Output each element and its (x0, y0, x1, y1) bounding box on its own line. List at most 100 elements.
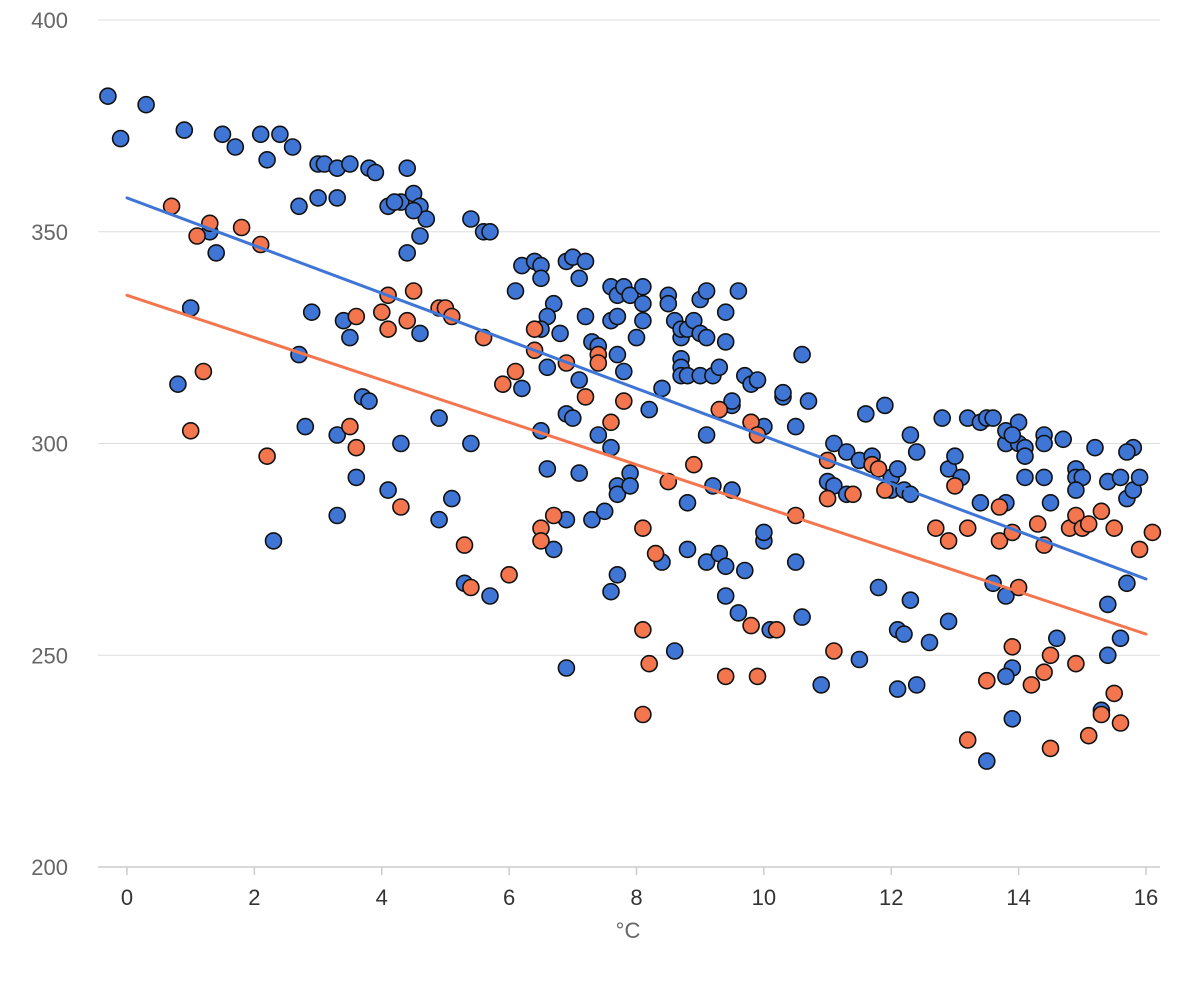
data-point-series-1 (888, 680, 907, 698)
data-point-series-1 (1048, 629, 1066, 648)
data-point-series-2 (576, 388, 595, 406)
data-point-series-2 (544, 506, 563, 525)
data-point-series-1 (576, 307, 595, 326)
data-point-series-1 (946, 447, 964, 466)
data-point-series-1 (213, 125, 232, 144)
data-point-series-1 (627, 328, 646, 347)
data-point-series-1 (678, 493, 697, 512)
data-point-series-1 (258, 151, 276, 169)
y-tick-label: 400 (31, 8, 68, 33)
data-point-series-1 (169, 375, 187, 394)
x-axis-title: °C (616, 918, 641, 943)
data-point-series-1 (296, 417, 315, 436)
data-point-series-2 (532, 532, 550, 550)
data-point-series-1 (430, 409, 448, 427)
data-point-series-1 (786, 417, 805, 436)
data-point-series-1 (933, 409, 952, 427)
data-point-series-1 (755, 523, 773, 542)
data-point-series-1 (1035, 468, 1053, 487)
data-point-series-1 (328, 426, 347, 444)
data-point-series-2 (614, 392, 633, 410)
data-point-series-1 (328, 506, 347, 525)
y-tick-label: 250 (31, 643, 68, 668)
x-tick-label: 12 (879, 885, 903, 910)
data-point-series-2 (748, 667, 767, 686)
data-point-series-2 (372, 303, 391, 322)
data-point-series-1 (716, 557, 735, 576)
data-point-series-2 (634, 620, 652, 639)
data-point-series-2 (392, 498, 410, 516)
data-point-series-1 (786, 553, 805, 571)
data-point-series-1 (506, 282, 525, 300)
data-point-series-1 (907, 676, 926, 694)
data-point-series-1 (226, 138, 245, 156)
data-point-series-1 (1003, 709, 1022, 728)
data-point-series-2 (1130, 540, 1149, 559)
data-point-series-1 (634, 311, 652, 330)
data-point-series-1 (608, 307, 627, 326)
data-point-series-1 (984, 409, 1002, 427)
data-point-series-1 (634, 294, 652, 313)
data-point-series-1 (1111, 629, 1130, 648)
data-point-series-1 (729, 604, 748, 622)
data-point-series-1 (175, 121, 194, 139)
data-point-series-1 (1016, 468, 1034, 487)
data-point-series-1 (137, 95, 155, 114)
data-point-series-1 (850, 650, 869, 669)
data-point-series-2 (347, 438, 366, 457)
data-point-series-1 (716, 587, 735, 605)
data-point-series-1 (462, 434, 480, 453)
data-point-series-1 (570, 371, 589, 389)
data-point-series-1 (1118, 574, 1136, 593)
data-point-series-1 (563, 409, 582, 427)
data-point-series-1 (608, 565, 627, 584)
data-point-series-1 (538, 358, 557, 377)
data-point-series-1 (729, 282, 748, 300)
data-point-series-1 (271, 125, 289, 144)
data-point-series-2 (462, 578, 480, 597)
data-point-series-1 (901, 426, 920, 444)
x-tick-label: 8 (630, 885, 642, 910)
data-point-series-2 (347, 307, 366, 326)
data-point-series-2 (1022, 676, 1041, 694)
data-point-series-2 (634, 519, 652, 538)
data-point-series-2 (500, 565, 518, 584)
x-tick-label: 4 (376, 885, 388, 910)
data-point-series-1 (997, 667, 1015, 686)
data-point-series-1 (1130, 468, 1149, 487)
data-point-series-1 (462, 210, 480, 228)
data-point-series-2 (232, 218, 251, 237)
data-point-series-2 (341, 417, 359, 436)
data-point-series-1 (404, 201, 423, 220)
data-point-series-2 (710, 400, 729, 419)
data-point-series-2 (525, 320, 544, 339)
data-point-series-2 (990, 498, 1009, 516)
data-point-series-1 (347, 468, 366, 487)
data-point-series-1 (621, 477, 639, 495)
data-point-series-1 (290, 197, 308, 216)
data-point-series-1 (398, 159, 417, 177)
data-point-series-2 (716, 667, 735, 686)
data-point-series-2 (1092, 705, 1111, 724)
y-tick-label: 200 (31, 855, 68, 880)
x-tick-label: 6 (503, 885, 515, 910)
data-point-series-1 (602, 582, 620, 601)
data-point-series-1 (417, 210, 436, 228)
data-point-series-2 (646, 544, 665, 563)
data-point-series-1 (360, 392, 378, 410)
data-point-series-2 (844, 485, 862, 504)
data-point-series-1 (551, 324, 569, 343)
data-point-series-1 (876, 396, 894, 415)
data-point-series-1 (774, 383, 792, 402)
data-point-series-2 (404, 282, 423, 300)
data-point-series-1 (302, 303, 321, 322)
data-point-series-1 (532, 269, 550, 288)
data-point-series-2 (258, 447, 276, 466)
data-point-series-1 (614, 362, 633, 381)
data-point-series-2 (939, 532, 958, 550)
data-point-series-2 (1092, 502, 1111, 521)
data-point-series-1 (971, 493, 990, 512)
data-point-series-1 (888, 460, 907, 478)
data-point-series-2 (181, 421, 200, 440)
data-point-series-2 (1143, 523, 1162, 542)
